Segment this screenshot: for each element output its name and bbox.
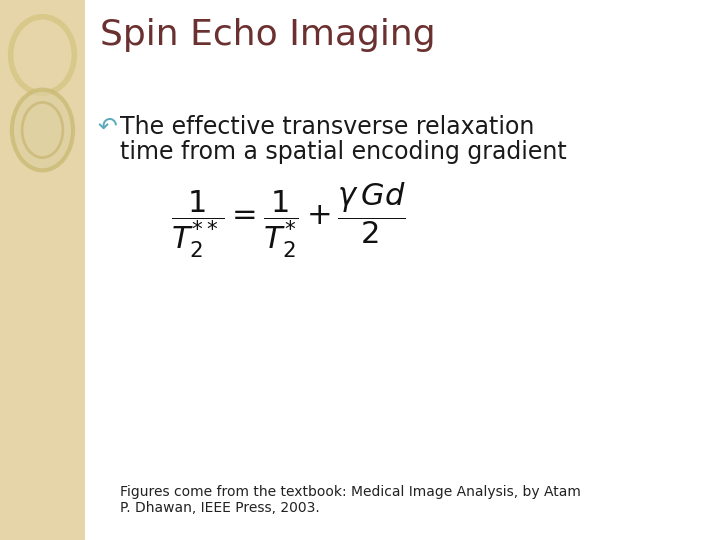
Text: ↶: ↶: [97, 115, 117, 139]
Text: time from a spatial encoding gradient: time from a spatial encoding gradient: [120, 140, 567, 164]
Text: $\dfrac{1}{T_2^{**}} = \dfrac{1}{T_2^{*}} + \dfrac{\gamma\, Gd}{2}$: $\dfrac{1}{T_2^{**}} = \dfrac{1}{T_2^{*}…: [171, 180, 405, 260]
Text: The effective transverse relaxation: The effective transverse relaxation: [120, 115, 534, 139]
Text: Spin Echo Imaging: Spin Echo Imaging: [100, 18, 436, 52]
Bar: [0, 0, 85, 540]
Text: Figures come from the textbook: Medical Image Analysis, by Atam
P. Dhawan, IEEE : Figures come from the textbook: Medical …: [120, 485, 581, 515]
Ellipse shape: [12, 90, 73, 170]
